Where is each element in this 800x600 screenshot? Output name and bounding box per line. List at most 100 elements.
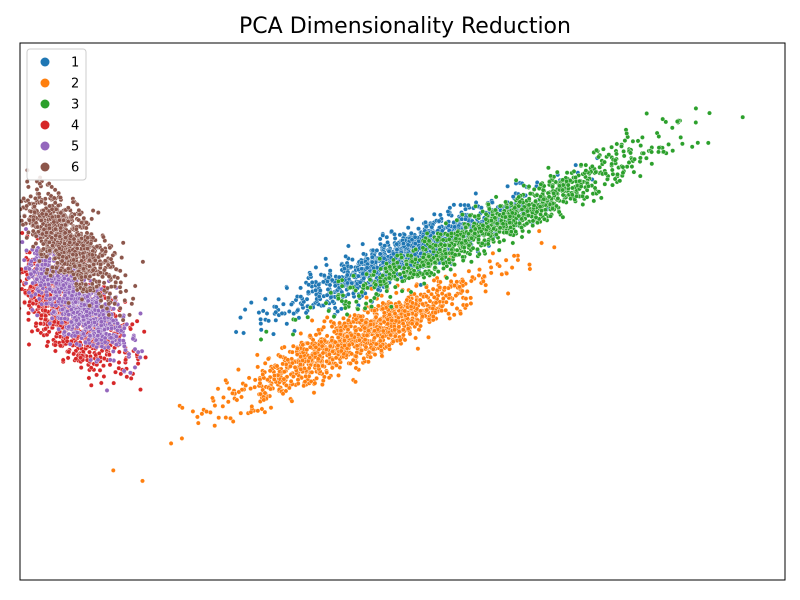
scatter-point bbox=[494, 221, 500, 227]
scatter-point bbox=[221, 395, 226, 400]
scatter-point bbox=[327, 268, 333, 274]
scatter-point bbox=[242, 307, 248, 312]
scatter-point bbox=[239, 394, 244, 400]
scatter-point bbox=[624, 130, 630, 136]
scatter-point bbox=[439, 303, 445, 309]
scatter-point bbox=[527, 191, 533, 197]
scatter-point bbox=[621, 153, 627, 159]
scatter-point bbox=[609, 167, 615, 173]
scatter-point bbox=[362, 325, 368, 331]
scatter-point bbox=[335, 335, 341, 340]
scatter-point bbox=[283, 382, 289, 388]
scatter-point bbox=[298, 294, 304, 300]
scatter-point bbox=[466, 231, 471, 237]
scatter-point bbox=[308, 272, 313, 277]
scatter-point bbox=[468, 259, 474, 265]
scatter-point bbox=[428, 270, 434, 276]
scatter-point bbox=[335, 296, 341, 301]
scatter-point bbox=[584, 187, 590, 193]
scatter-point bbox=[319, 382, 325, 387]
scatter-point bbox=[384, 284, 390, 290]
scatter-point bbox=[427, 244, 433, 250]
scatter-point bbox=[268, 405, 274, 411]
scatter-point bbox=[695, 140, 701, 146]
scatter-point bbox=[461, 245, 467, 251]
scatter-point bbox=[378, 266, 384, 272]
scatter-point bbox=[373, 282, 379, 288]
scatter-point bbox=[345, 291, 351, 297]
scatter-point bbox=[320, 363, 326, 369]
scatter-point bbox=[656, 149, 661, 155]
scatter-point bbox=[257, 380, 263, 386]
scatter-point bbox=[386, 275, 392, 281]
scatter-point bbox=[457, 284, 462, 290]
scatter-point bbox=[370, 346, 376, 352]
scatter-point bbox=[560, 214, 566, 220]
scatter-point bbox=[485, 241, 491, 247]
scatter-point bbox=[397, 337, 403, 343]
scatter-point bbox=[374, 247, 380, 253]
scatter-point bbox=[644, 111, 650, 116]
scatter-point bbox=[560, 199, 566, 204]
scatter-point bbox=[538, 181, 544, 187]
scatter-point bbox=[478, 228, 484, 234]
scatter-point bbox=[364, 271, 369, 277]
scatter-point bbox=[298, 285, 303, 291]
scatter-point bbox=[356, 337, 362, 343]
scatter-point bbox=[443, 299, 449, 305]
scatter-point bbox=[508, 229, 514, 235]
scatter-point bbox=[295, 377, 301, 383]
scatter-point bbox=[190, 408, 196, 414]
scatter-point bbox=[689, 144, 695, 150]
scatter-point bbox=[446, 236, 452, 242]
scatter-point bbox=[262, 296, 268, 302]
scatter-point bbox=[670, 148, 676, 154]
scatter-point bbox=[402, 308, 408, 314]
scatter-point bbox=[554, 203, 559, 209]
scatter-point bbox=[328, 290, 334, 296]
scatter-point bbox=[602, 181, 608, 187]
scatter-point bbox=[429, 224, 435, 230]
scatter-point bbox=[490, 250, 496, 256]
scatter-point bbox=[301, 383, 307, 389]
scatter-point bbox=[412, 234, 418, 240]
scatter-point bbox=[396, 324, 402, 330]
scatter-point bbox=[364, 295, 369, 300]
scatter-point bbox=[475, 246, 480, 252]
scatter-point bbox=[439, 256, 445, 262]
scatter-point bbox=[96, 350, 102, 356]
scatter-point bbox=[630, 138, 636, 144]
scatter-point bbox=[531, 203, 537, 209]
scatter-point bbox=[406, 275, 412, 281]
scatter-point bbox=[469, 235, 474, 241]
scatter-point bbox=[493, 232, 499, 238]
scatter-point bbox=[264, 311, 270, 316]
scatter-point bbox=[377, 317, 383, 323]
scatter-point bbox=[564, 170, 570, 176]
scatter-point bbox=[678, 134, 684, 140]
scatter-point bbox=[303, 373, 309, 379]
scatter-point bbox=[78, 365, 84, 370]
scatter-point bbox=[315, 363, 321, 369]
scatter-point bbox=[277, 354, 283, 359]
scatter-point bbox=[533, 214, 539, 220]
scatter-point bbox=[527, 262, 532, 267]
scatter-point bbox=[379, 353, 385, 359]
scatter-point bbox=[380, 273, 386, 278]
scatter-point bbox=[423, 293, 429, 299]
scatter-point bbox=[43, 326, 48, 332]
scatter-point bbox=[280, 301, 286, 307]
scatter-point bbox=[307, 305, 313, 310]
scatter-point bbox=[20, 239, 25, 245]
scatter-point bbox=[609, 144, 614, 150]
scatter-point bbox=[508, 224, 513, 230]
scatter-point bbox=[477, 267, 482, 272]
scatter-point bbox=[279, 310, 285, 316]
scatter-point bbox=[610, 182, 615, 188]
scatter-point bbox=[280, 361, 286, 367]
scatter-point bbox=[260, 371, 266, 377]
scatter-point bbox=[502, 214, 508, 220]
scatter-point bbox=[366, 349, 372, 355]
scatter-point bbox=[377, 251, 383, 257]
scatter-point bbox=[292, 317, 298, 323]
